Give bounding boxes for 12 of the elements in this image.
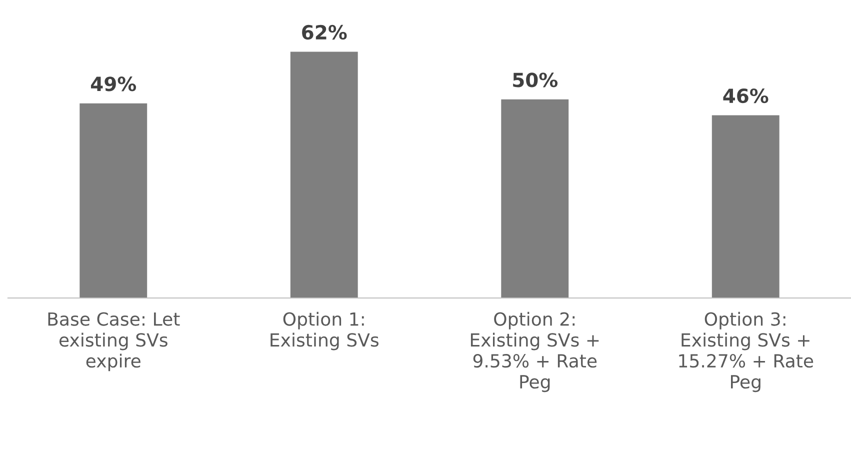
bar: [712, 115, 780, 298]
data-label: 46%: [723, 88, 768, 104]
bar: [80, 103, 148, 298]
bar: [501, 99, 569, 298]
data-label: 50%: [513, 72, 558, 88]
x-tick-label: Option 2: Existing SVs + 9.53% + Rate Peg: [470, 312, 599, 392]
x-tick-label: Option 1: Existing SVs: [270, 312, 378, 350]
data-label: 62%: [302, 24, 347, 40]
bar: [290, 52, 358, 298]
x-tick-label: Base Case: Let existing SVs expire: [48, 312, 180, 372]
x-tick-label: Option 3: Existing SVs + 15.27% + Rate Peg: [679, 312, 814, 392]
data-label: 49%: [90, 76, 136, 92]
